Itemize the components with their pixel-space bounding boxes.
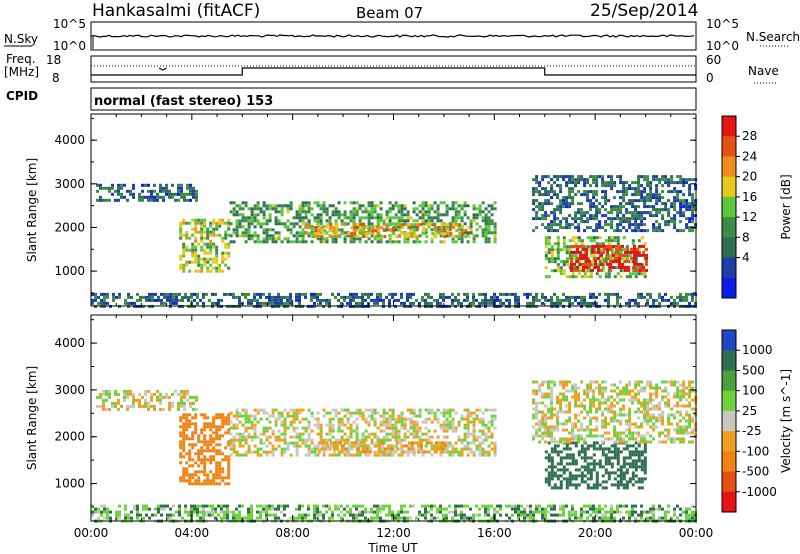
y-tick-label: 4000 bbox=[54, 336, 85, 350]
x-tick-label: 20:00 bbox=[578, 526, 613, 540]
colorbar-tick-label: 4 bbox=[742, 251, 750, 265]
y-tick-label: 1000 bbox=[54, 264, 85, 278]
colorbar-segment bbox=[722, 136, 736, 157]
noise-trace bbox=[90, 34, 695, 49]
cpid-label: CPID bbox=[6, 89, 38, 103]
colorbar-tick-label: -1000 bbox=[742, 485, 777, 499]
noise-left-label: N.Sky bbox=[4, 32, 38, 46]
colorbar-label: Velocity [m s^-1] bbox=[779, 369, 793, 473]
power-panel: 1000 2000 3000 4000 Slant Range [km] 28 24 20 16… bbox=[25, 113, 793, 308]
x-tick-label: 12:00 bbox=[376, 526, 411, 540]
colorbar-segment bbox=[722, 217, 736, 238]
colorbar-tick-label: 1000 bbox=[742, 343, 773, 357]
echo-region bbox=[179, 413, 231, 486]
frequency-line bbox=[91, 67, 696, 76]
y-tick-label: 2000 bbox=[54, 430, 85, 444]
noise-sky-line bbox=[90, 34, 695, 38]
echo-region bbox=[91, 292, 697, 308]
echo-region bbox=[532, 380, 698, 444]
echo-region bbox=[96, 183, 198, 202]
colorbar-tick-label: 500 bbox=[742, 363, 765, 377]
x-axis-label: Time UT bbox=[367, 541, 418, 554]
noise-left-tick-bottom: 10^0 bbox=[53, 39, 86, 53]
colorbar-segment bbox=[722, 257, 736, 279]
colorbar-segment bbox=[722, 370, 736, 392]
echo-region bbox=[532, 175, 698, 233]
echo-region bbox=[305, 223, 471, 239]
freq-tick-top: 18 bbox=[46, 53, 61, 67]
colorbar-segment bbox=[722, 491, 736, 513]
colorbar-frame bbox=[721, 329, 737, 513]
freq-tick-bottom: 8 bbox=[52, 71, 60, 85]
colorbar-segment bbox=[722, 116, 736, 137]
colorbar-tick-label: -25 bbox=[742, 424, 762, 438]
colorbar-segment bbox=[722, 471, 736, 493]
echo-region bbox=[96, 389, 198, 411]
colorbar-tick-label: 20 bbox=[742, 170, 757, 184]
noise-left-tick-top: 10^5 bbox=[53, 17, 86, 31]
colorbar-segment bbox=[722, 156, 736, 178]
nave-tick-top: 60 bbox=[706, 53, 721, 67]
colorbar-frame bbox=[721, 115, 737, 299]
colorbar-segment bbox=[722, 390, 736, 412]
colorbar-segment bbox=[722, 451, 736, 473]
colorbar-segment bbox=[722, 330, 736, 351]
y-axis-label: Slant Range [km] bbox=[25, 366, 39, 470]
colorbar-segment bbox=[722, 277, 736, 299]
freq-label-1: Freq. bbox=[6, 52, 36, 66]
freq-trace bbox=[91, 65, 696, 76]
date-title: 25/Sep/2014 bbox=[590, 1, 698, 21]
x-tick-label: 08:00 bbox=[275, 526, 310, 540]
noise-right-label: N.Search bbox=[746, 30, 800, 44]
colorbar-segment bbox=[722, 176, 736, 198]
x-tick-label: 00:00 bbox=[74, 526, 109, 540]
velocity-panel: 1000 2000 3000 4000 Slant Range [km] 1000 500 1… bbox=[25, 314, 793, 540]
cpid-value: normal (fast stereo) 153 bbox=[94, 94, 273, 109]
colorbar-tick-label: 100 bbox=[742, 384, 765, 398]
x-tick-label: 16:00 bbox=[477, 526, 512, 540]
freq-panel-frame bbox=[90, 55, 697, 83]
colorbar-tick-label: 12 bbox=[742, 210, 757, 224]
station-title: Hankasalmi (fitACF) bbox=[92, 1, 260, 21]
colorbar-tick-label: -100 bbox=[742, 444, 769, 458]
colorbar-segment bbox=[722, 431, 736, 452]
colorbar-tick-label: 28 bbox=[742, 129, 757, 143]
colorbar-label: Power [dB] bbox=[779, 174, 793, 239]
colorbar-segment bbox=[722, 410, 736, 432]
colorbar-tick-label: -500 bbox=[742, 465, 769, 479]
nave-tick-bottom: 0 bbox=[706, 71, 714, 85]
colorbar-tick-label: 25 bbox=[742, 404, 757, 418]
colorbar-tick-label: 8 bbox=[742, 230, 750, 244]
y-tick-label: 1000 bbox=[54, 477, 85, 491]
y-tick-label: 2000 bbox=[54, 220, 85, 234]
echo-region bbox=[544, 441, 647, 490]
y-tick-label: 3000 bbox=[54, 177, 85, 191]
frequency-dip bbox=[158, 67, 167, 71]
x-tick-label: 04:00 bbox=[175, 526, 210, 540]
colorbar-tick-label: 16 bbox=[742, 190, 757, 204]
y-tick-label: 3000 bbox=[54, 383, 85, 397]
echo-region bbox=[179, 218, 231, 273]
nave-label: Nave bbox=[748, 64, 779, 78]
echo-region bbox=[317, 441, 447, 454]
colorbar-segment bbox=[722, 196, 736, 218]
freq-label-2: [MHz] bbox=[4, 65, 39, 79]
colorbar-segment bbox=[722, 350, 736, 371]
colorbar-tick-label: 24 bbox=[742, 149, 757, 163]
echo-region bbox=[229, 408, 497, 457]
beam-title: Beam 07 bbox=[356, 4, 423, 22]
echo-region bbox=[570, 244, 648, 272]
noise-right-tick-top: 10^5 bbox=[706, 17, 739, 31]
y-tick-label: 4000 bbox=[54, 133, 85, 147]
x-tick-label: 00:00 bbox=[679, 526, 714, 540]
cpid-frame bbox=[90, 87, 697, 111]
colorbar-segment bbox=[722, 237, 736, 259]
y-axis-label: Slant Range [km] bbox=[25, 158, 39, 262]
noise-right-tick-bottom: 10^0 bbox=[706, 39, 739, 53]
